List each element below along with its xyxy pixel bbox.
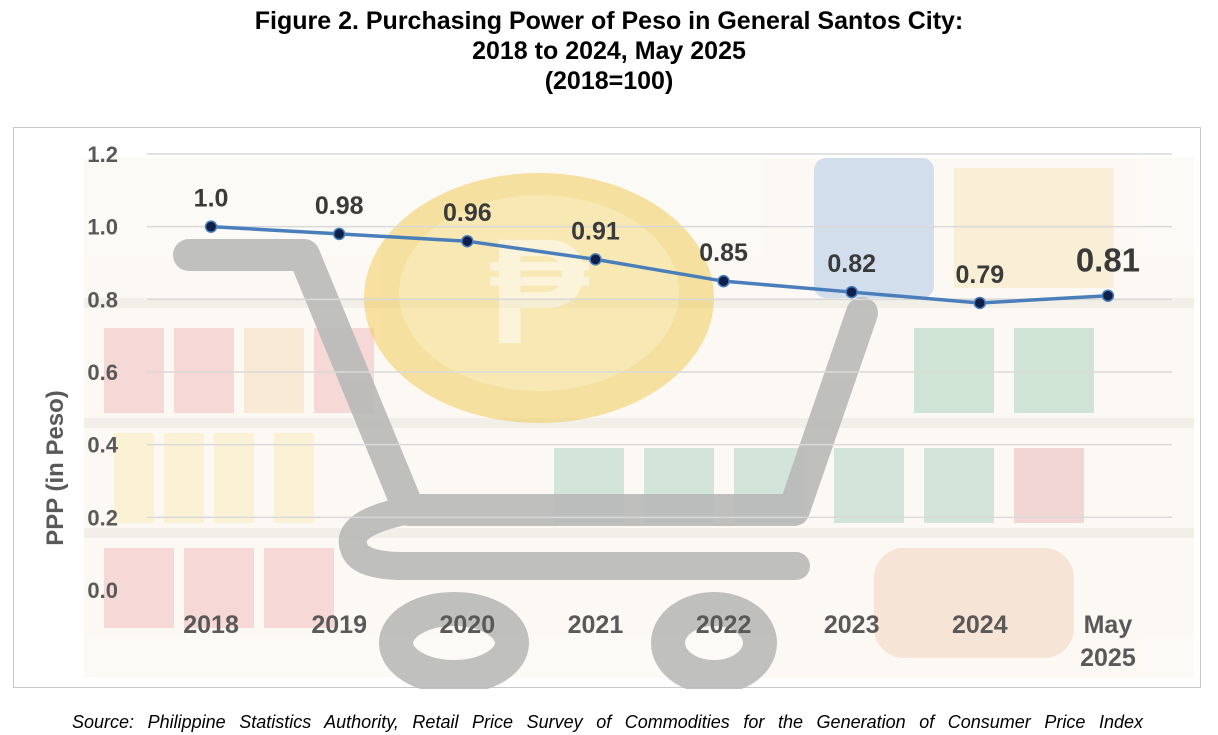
x-tick-label: 2018	[183, 611, 239, 639]
background-illustration: ₱	[84, 158, 1194, 689]
data-labels: 1.0 0.98 0.96 0.91 0.85 0.82 0.79 0.81	[194, 185, 1140, 289]
y-axis-label: PPP (in Peso)	[42, 390, 69, 546]
x-tick-label: May 2025	[1080, 611, 1136, 672]
source-note: Source: Philippine Statistics Authority,…	[72, 712, 1143, 732]
data-point	[589, 253, 602, 266]
peso-coin-icon: ₱	[364, 173, 714, 423]
gridlines	[147, 153, 1172, 519]
x-tick-label: 2024	[952, 611, 1008, 639]
title-line-2: 2018 to 2024, May 2025	[472, 37, 746, 65]
data-label: 1.0	[194, 185, 229, 213]
data-label: 0.81	[1076, 242, 1140, 279]
y-tick-label: 0.6	[87, 360, 118, 385]
data-label: 0.82	[827, 250, 876, 278]
y-axis-ticks: 0.0 0.2 0.4 0.6 0.8 1.0 1.2	[87, 142, 118, 603]
x-tick-label: 2022	[696, 611, 752, 639]
y-tick-label: 0.0	[87, 578, 118, 603]
y-tick-label: 0.8	[87, 287, 118, 312]
data-label: 0.85	[699, 239, 748, 267]
data-point	[332, 227, 346, 241]
data-point	[845, 285, 858, 299]
data-point	[717, 274, 730, 288]
data-point	[973, 296, 987, 310]
title-line-3: (2018=100)	[544, 67, 674, 95]
x-tick-label: 2020	[440, 611, 496, 639]
chart-area: ₱ 0.0 0.2 0.4 0.6 0.8 1.0 1.2 2018 2019 2020 2021…	[13, 127, 1201, 689]
line-chart: ₱ 0.0 0.2 0.4 0.6 0.8 1.0 1.2 2018 2019 2020 2021…	[42, 142, 1194, 689]
data-label: 0.79	[955, 261, 1004, 289]
y-tick-label: 1.2	[87, 142, 118, 167]
y-tick-label: 1.0	[87, 215, 118, 240]
data-point	[1101, 289, 1115, 302]
svg-text:₱: ₱	[489, 207, 590, 375]
data-point	[204, 220, 218, 233]
series-line-group	[204, 220, 1115, 310]
x-tick-label: 2023	[824, 611, 880, 639]
y-tick-label: 0.2	[87, 505, 118, 530]
data-label: 0.98	[315, 192, 364, 220]
series-line	[210, 224, 1109, 305]
title-line-1: Figure 2. Purchasing Power of Peso in Ge…	[254, 7, 964, 35]
x-tick-label: 2019	[311, 611, 367, 639]
x-tick-label: 2021	[568, 611, 624, 639]
data-label: 0.96	[443, 199, 492, 227]
data-point	[461, 234, 474, 248]
y-tick-label: 0.4	[87, 433, 118, 458]
data-label: 0.91	[571, 217, 620, 245]
chart-title: Figure 2. Purchasing Power of Peso in Ge…	[0, 6, 1218, 96]
x-axis-ticks: 2018 2019 2020 2021 2022 2023 2024 May 2025	[183, 611, 1136, 672]
